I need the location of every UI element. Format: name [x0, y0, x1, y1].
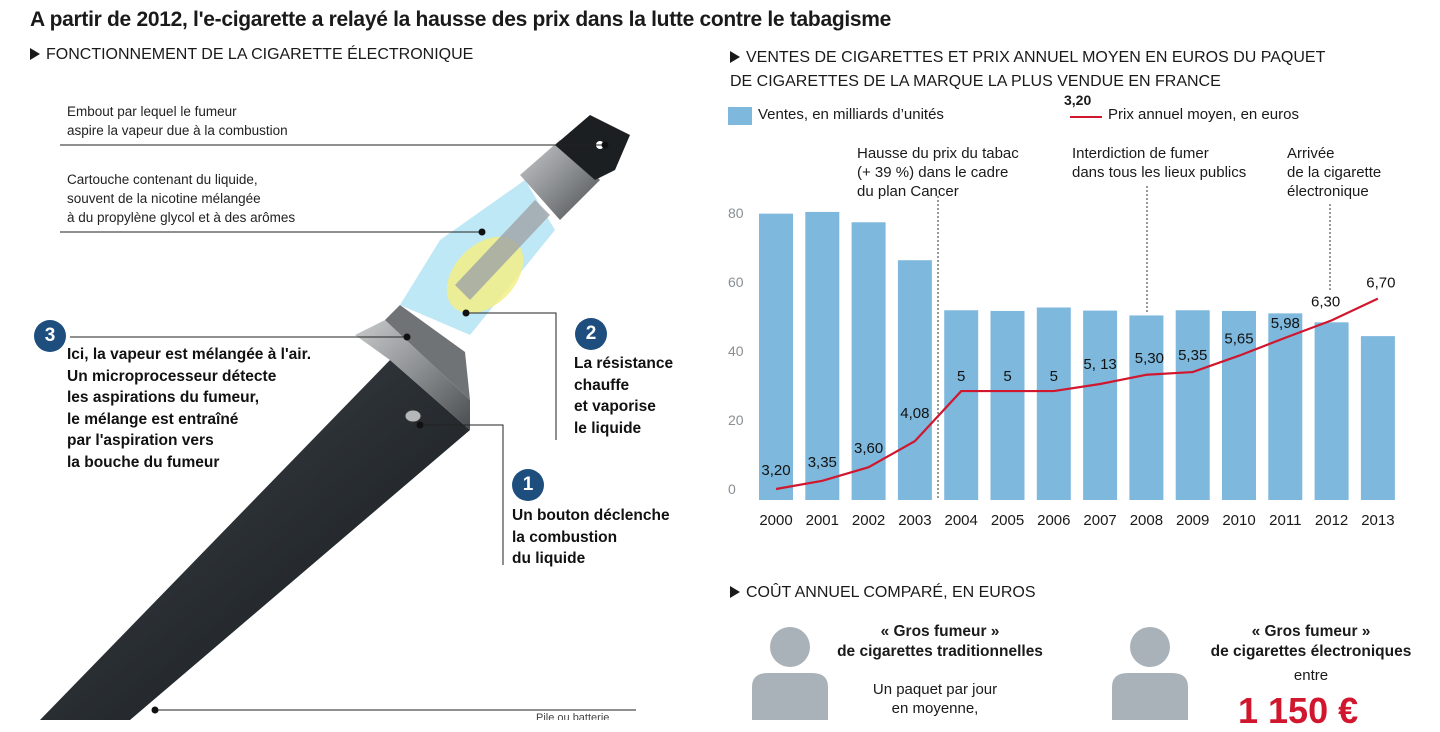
- price-data-label: 5: [957, 368, 965, 385]
- step-2-text: La résistance chauffe et vaporise le liq…: [574, 355, 674, 437]
- x-tick-label: 2006: [1037, 512, 1070, 529]
- metal-ring-lower: [355, 320, 470, 430]
- sales-bar: [1175, 310, 1210, 500]
- sales-bar: [990, 310, 1025, 500]
- label-mouthpiece: Embout par lequel le fumeur aspire la va…: [67, 104, 288, 138]
- page-title: A partir de 2012, l'e-cigarette a relayé…: [30, 8, 892, 31]
- step-2-badge: 2: [575, 318, 607, 350]
- y-tick-label: 40: [728, 343, 744, 359]
- legend-line-swatch: [1070, 116, 1102, 118]
- label-battery: Pile ou batterie: [536, 712, 610, 720]
- x-tick-label: 2005: [991, 512, 1024, 529]
- x-tick-label: 2012: [1315, 512, 1348, 529]
- x-tick-label: 2009: [1176, 512, 1209, 529]
- x-tick-label: 2000: [759, 512, 792, 529]
- person-icon: [752, 627, 828, 720]
- price-data-label: 5: [1050, 368, 1058, 385]
- legend-line-label: Prix annuel moyen, en euros: [1108, 106, 1299, 123]
- price-data-label: 5, 13: [1083, 356, 1116, 373]
- price-data-label: 5,98: [1271, 315, 1300, 332]
- ecigarette-illustration: [40, 115, 636, 720]
- fire-button: [404, 409, 422, 423]
- price-data-label: 3,20: [761, 462, 790, 479]
- x-tick-label: 2003: [898, 512, 931, 529]
- person-icon: [1112, 627, 1188, 720]
- price-data-label: 3,35: [808, 454, 837, 471]
- x-tick-label: 2008: [1130, 512, 1163, 529]
- price-data-label: 4,08: [900, 405, 929, 422]
- cost-left-text: Un paquet par jour en moyenne,: [872, 681, 998, 717]
- triangle-bullet-icon: [730, 51, 740, 63]
- legend-line-example: 3,20: [1064, 92, 1092, 108]
- inner-tube: [455, 200, 550, 300]
- price-data-label: 6,70: [1366, 275, 1395, 292]
- step-3-badge: 3: [34, 320, 66, 352]
- cost-right-title: « Gros fumeur » de cigarettes électroniq…: [1210, 623, 1412, 660]
- sales-bar: [1129, 315, 1164, 500]
- legend-bar-label: Ventes, en milliards d’unités: [758, 106, 944, 123]
- x-tick-label: 2002: [852, 512, 885, 529]
- sales-bar: [1268, 313, 1303, 500]
- sales-bar: [1036, 307, 1071, 500]
- step-1-text: Un bouton déclenche la combustion du liq…: [512, 507, 670, 567]
- x-tick-label: 2010: [1222, 512, 1255, 529]
- price-data-label: 6,30: [1311, 293, 1340, 310]
- legend-bar-swatch: [728, 107, 752, 125]
- price-data-label: 3,60: [854, 440, 883, 457]
- step-3-text: Ici, la vapeur est mélangée à l'air. Un …: [67, 346, 312, 471]
- y-tick-label: 60: [728, 274, 744, 290]
- sales-bar: [1360, 336, 1395, 500]
- cost-right-text: entre: [1293, 667, 1329, 684]
- sales-bar: [1083, 310, 1118, 500]
- price-data-label: 5,35: [1178, 347, 1207, 364]
- sales-bar: [897, 260, 932, 500]
- y-tick-label: 80: [728, 205, 744, 221]
- mouthpiece: [555, 115, 630, 180]
- price-line: [775, 297, 1379, 491]
- cost-left-title: « Gros fumeur » de cigarettes traditionn…: [837, 623, 1043, 660]
- sales-bar: [759, 213, 793, 500]
- sales-bar: [851, 222, 886, 500]
- x-tick-label: 2007: [1083, 512, 1116, 529]
- sales-price-chart: 0 20 40 60 80 2000 2001 2002 2003 2004 2005 2006 200…: [728, 186, 1396, 529]
- battery-body: [40, 360, 470, 720]
- leader-step2: [466, 312, 557, 440]
- x-tick-label: 2013: [1361, 512, 1394, 529]
- sales-bar: [1222, 310, 1256, 500]
- x-tick-label: 2001: [806, 512, 839, 529]
- sales-bar: [944, 310, 979, 500]
- step-1-badge: 1: [512, 469, 544, 501]
- leader-step1: [420, 424, 504, 565]
- triangle-bullet-icon: [730, 586, 740, 598]
- sales-bar: [805, 211, 840, 501]
- sales-bar: [1314, 322, 1349, 500]
- price-data-label: 5: [1003, 368, 1011, 385]
- chart-section-title: VENTES DE CIGARETTES ET PRIX ANNUEL MOYE…: [730, 49, 1326, 90]
- annotation-smoking-ban: Interdiction de fumer dans tous les lieu…: [1072, 145, 1247, 181]
- triangle-bullet-icon: [30, 48, 40, 60]
- y-tick-label: 0: [728, 481, 736, 497]
- price-data-label: 5,30: [1135, 350, 1164, 367]
- cost-section-title: COÛT ANNUEL COMPARÉ, EN EUROS: [730, 584, 1036, 602]
- label-cartridge: Cartouche contenant du liquide, souvent …: [67, 172, 296, 225]
- y-tick-label: 20: [728, 412, 744, 428]
- metal-ring-upper: [385, 305, 470, 400]
- x-tick-label: 2004: [945, 512, 978, 529]
- price-data-label: 5,65: [1224, 331, 1253, 348]
- annotation-plan-cancer: Hausse du prix du tabac (+ 39 %) dans le…: [857, 145, 1019, 200]
- device-section-title: FONCTIONNEMENT DE LA CIGARETTE ÉLECTRONI…: [30, 46, 473, 64]
- cost-right-price: 1 150 €: [1238, 690, 1359, 731]
- annotation-ecig-arrival: Arrivée de la cigarette électronique: [1287, 145, 1382, 200]
- x-tick-label: 2011: [1269, 512, 1301, 529]
